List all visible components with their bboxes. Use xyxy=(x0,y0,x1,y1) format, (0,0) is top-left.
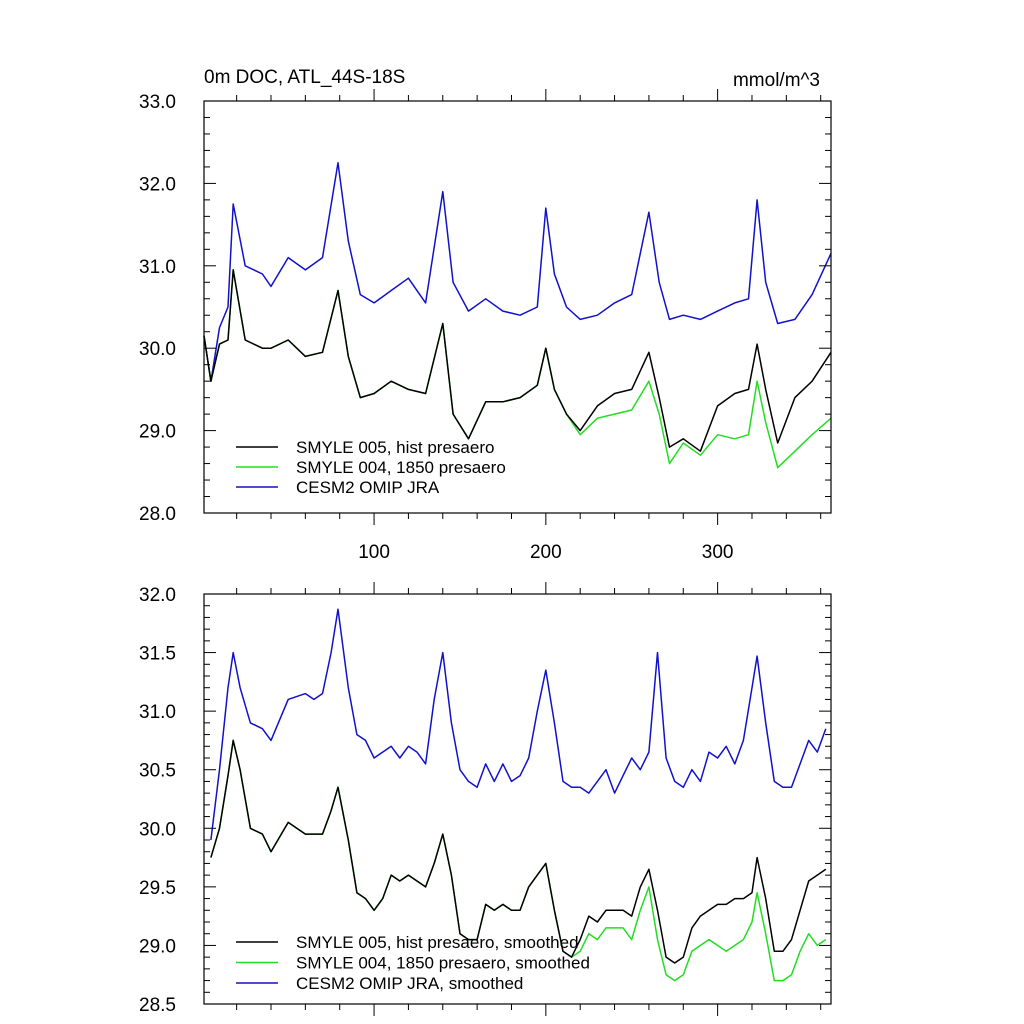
y-tick-label: 30.5 xyxy=(139,761,176,782)
plot-frame xyxy=(203,593,832,1005)
y-tick-label: 28.0 xyxy=(139,504,176,525)
series-line-1 xyxy=(210,739,827,964)
series-line-3 xyxy=(210,608,827,841)
legend-label: SMYLE 005, hist presaero xyxy=(296,438,494,457)
y-tick-label: 32.0 xyxy=(139,174,176,195)
series-line-1 xyxy=(203,269,832,452)
y-tick-label: 28.5 xyxy=(139,995,176,1016)
y-tick-label: 30.0 xyxy=(139,819,176,840)
y-tick-label: 29.0 xyxy=(139,936,176,957)
y-tick-label: 31.0 xyxy=(139,257,176,278)
legend-label: CESM2 OMIP JRA xyxy=(296,478,440,497)
x-tick-label: 300 xyxy=(702,542,734,563)
x-tick-label: 100 xyxy=(358,542,390,563)
legend-label: CESM2 OMIP JRA, smoothed xyxy=(296,974,523,993)
legend-label: SMYLE 004, 1850 presaero, smoothed xyxy=(296,954,590,973)
legend-label: SMYLE 004, 1850 presaero xyxy=(296,458,506,477)
x-tick-label: 200 xyxy=(530,542,562,563)
y-tick-label: 31.0 xyxy=(139,702,176,723)
series-line-3 xyxy=(203,162,832,382)
plot-frame xyxy=(203,100,832,514)
y-tick-label: 33.0 xyxy=(139,92,176,113)
legend: SMYLE 005, hist presaero, smoothed SMYLE … xyxy=(236,933,590,993)
figure-title: 0m DOC, ATL_44S-18S xyxy=(204,67,405,88)
y-tick-label: 31.5 xyxy=(139,644,176,665)
legend-label: SMYLE 005, hist presaero, smoothed xyxy=(296,933,579,952)
y-tick-label: 32.0 xyxy=(139,585,176,606)
units-label: mmol/m^3 xyxy=(733,70,820,91)
y-tick-label: 29.0 xyxy=(139,422,176,443)
y-tick-label: 30.0 xyxy=(139,339,176,360)
panel-smoothed: 28.5 29.0 29.5 30.0 30.5 31.0 31.5 32.0 SMYLE 00… xyxy=(139,582,832,1016)
y-tick-label: 29.5 xyxy=(139,878,176,899)
panel-daily: 28.0 29.0 30.0 31.0 32.0 33.0 100 200 300 SMYLE 0… xyxy=(139,89,832,563)
